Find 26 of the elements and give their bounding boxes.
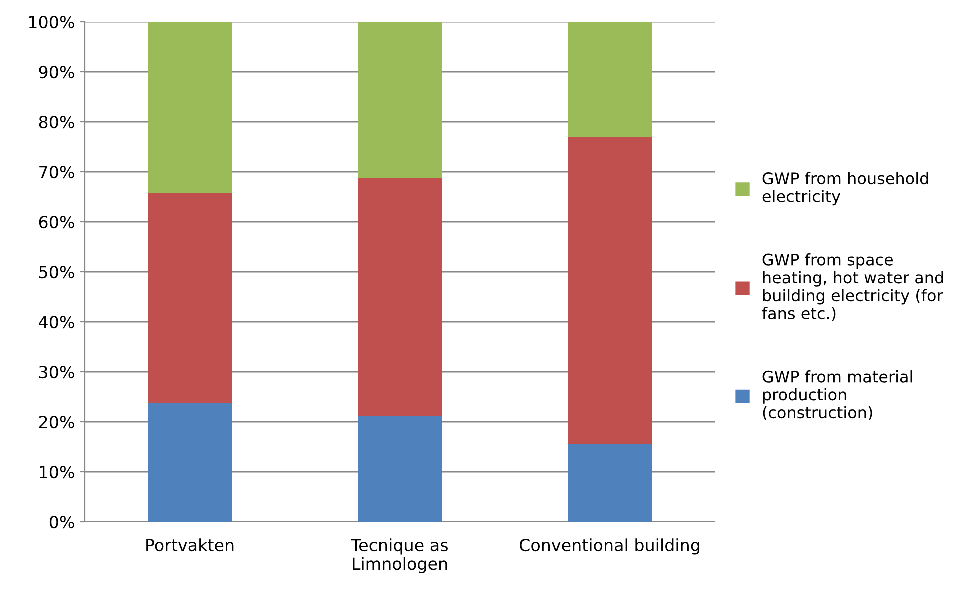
y-tick-label: 20% <box>39 416 74 429</box>
legend-label: GWP from material production (construction) <box>762 370 912 421</box>
x-tick-label: Conventional building <box>520 538 700 555</box>
x-tick-label: Portvakten <box>146 538 234 552</box>
y-tick-label: 90% <box>39 66 74 79</box>
bar <box>568 444 652 522</box>
y-tick-label: 30% <box>40 366 74 379</box>
legend-label: GWP from household electricity <box>762 172 928 206</box>
y-tick-label: 40% <box>39 316 74 329</box>
bar <box>358 178 442 416</box>
y-tick-label: 0% <box>50 516 74 529</box>
y-tick-label: 100% <box>29 16 74 29</box>
y-tick-label: 70% <box>40 166 74 179</box>
y-tick-label: 60% <box>39 216 74 229</box>
bar <box>358 416 442 522</box>
y-tick-label: 80% <box>39 116 74 129</box>
bar <box>568 22 652 138</box>
y-tick-label: 10% <box>40 466 74 479</box>
x-tick-label: Tecnique as Limnologen <box>351 538 448 574</box>
bar <box>148 404 232 522</box>
bar <box>148 22 232 194</box>
legend-label: GWP from space heating, hot water and building electricity (for fans etc.) <box>762 254 944 322</box>
bar <box>568 138 652 444</box>
y-tick-label: 50% <box>40 266 74 279</box>
bar <box>358 22 442 178</box>
bar <box>148 194 232 404</box>
